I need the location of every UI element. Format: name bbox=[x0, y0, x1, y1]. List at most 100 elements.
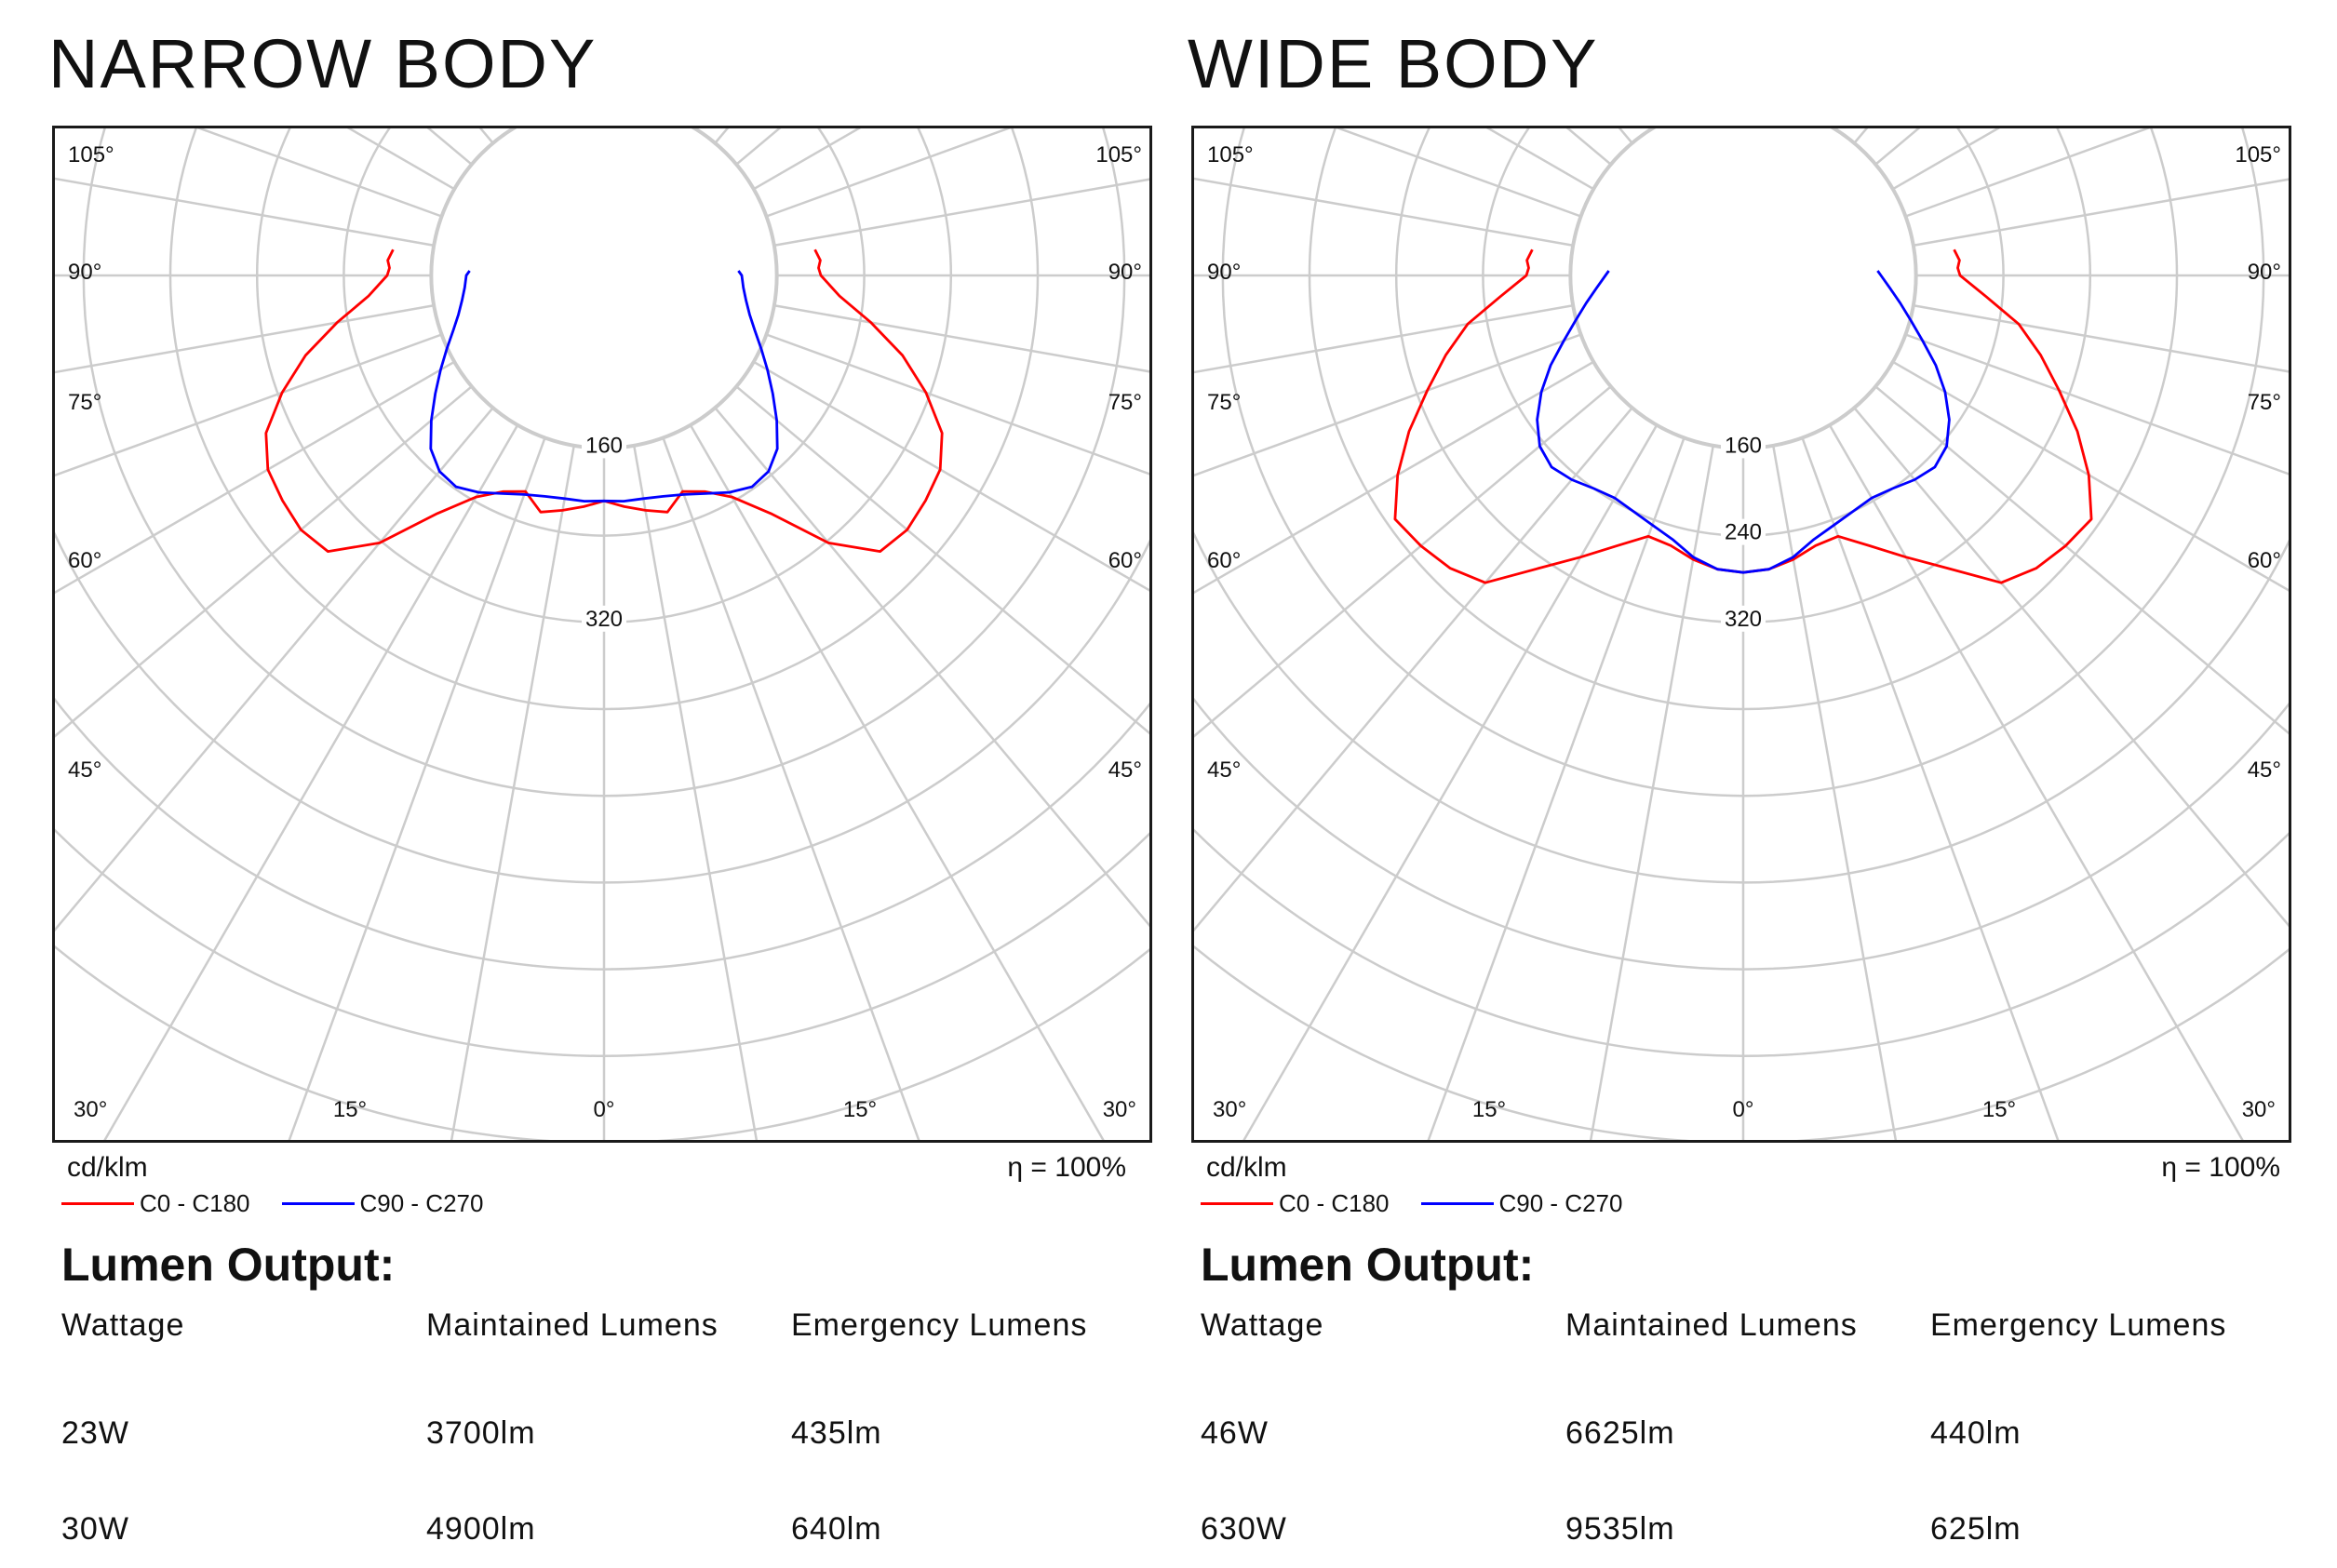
legend: C0 - C180 C90 - C270 bbox=[1201, 1189, 1641, 1218]
angle-label: 45° bbox=[68, 757, 101, 783]
angle-label: 75° bbox=[1108, 390, 1142, 415]
ring-label: 320 bbox=[585, 607, 623, 632]
legend-swatch-blue bbox=[1420, 1202, 1494, 1205]
grid-spoke bbox=[690, 424, 1105, 1140]
angle-label: 0° bbox=[1733, 1097, 1754, 1122]
table-row: 23W 3700lm 435lm bbox=[61, 1356, 1126, 1452]
polar-chart: 160 320 105° 105° 90° 90° 75° 75° 60° 60° 45° 45° 30… bbox=[55, 128, 1149, 1140]
grid-spoke bbox=[1914, 178, 2289, 247]
grid-spoke bbox=[1427, 437, 1686, 1140]
angle-label: 75° bbox=[2248, 390, 2281, 415]
grid-spoke bbox=[1801, 437, 2060, 1140]
lumen-output-heading: Lumen Output: bbox=[61, 1239, 396, 1291]
column-header: Maintained Lumens bbox=[1565, 1307, 1858, 1343]
angle-label: 60° bbox=[2248, 548, 2281, 573]
ring-label-bg bbox=[1721, 518, 1766, 545]
wide-body-panel: WIDE BODY 160 240 320 105° 105° 90° 90° 75° 75° 6… bbox=[1145, 0, 2291, 1568]
table-cell: 640lm bbox=[791, 1511, 882, 1547]
grid-spoke bbox=[55, 361, 455, 595]
angle-label: 105° bbox=[1095, 142, 1142, 168]
grid-spoke bbox=[1829, 424, 2244, 1140]
grid-spoke bbox=[1892, 128, 2001, 190]
ring-label-bg bbox=[1721, 432, 1766, 459]
table-cell: 9535lm bbox=[1565, 1511, 1675, 1547]
grid-spoke bbox=[633, 446, 759, 1140]
grid-spoke bbox=[55, 407, 494, 932]
angle-label: 105° bbox=[2235, 142, 2281, 168]
table-cell: 46W bbox=[1201, 1415, 1269, 1451]
table-cell: 3700lm bbox=[426, 1415, 536, 1451]
table-row: 30W 4900lm 640lm bbox=[61, 1452, 1126, 1548]
ring-label: 240 bbox=[1725, 520, 1762, 545]
table-cell: 630W bbox=[1201, 1511, 1287, 1547]
grid-spoke bbox=[346, 128, 455, 190]
polar-plot-frame: 160 240 320 105° 105° 90° 90° 75° 75° 60° 60° 45° 45… bbox=[1191, 126, 2291, 1143]
column-header: Emergency Lumens bbox=[1930, 1307, 2227, 1343]
panel-title: WIDE BODY bbox=[1188, 25, 1599, 102]
grid-spoke bbox=[735, 128, 782, 166]
legend-item-c90: C90 - C270 bbox=[281, 1189, 484, 1218]
table-header-row: Wattage Maintained Lumens Emergency Lume… bbox=[61, 1307, 1126, 1356]
legend-label: C90 - C270 bbox=[1498, 1189, 1623, 1217]
grid-spoke bbox=[774, 178, 1149, 247]
ring-label: 160 bbox=[585, 433, 623, 458]
angle-label: 15° bbox=[843, 1097, 877, 1122]
grid-spoke bbox=[1194, 407, 1633, 932]
series-line-c90-c270 bbox=[429, 270, 779, 503]
grid-spoke bbox=[1242, 424, 1658, 1140]
polar-plot-frame: 160 320 105° 105° 90° 90° 75° 75° 60° 60° 45° 45° 30… bbox=[52, 126, 1152, 1143]
grid-spoke bbox=[55, 333, 442, 477]
unit-label: cd/klm bbox=[1206, 1152, 1287, 1183]
legend-item-c0: C0 - C180 bbox=[61, 1189, 250, 1218]
angle-label: 90° bbox=[68, 260, 101, 285]
legend-label: C90 - C270 bbox=[359, 1189, 484, 1217]
table-cell: 4900lm bbox=[426, 1511, 536, 1547]
grid-center-disc bbox=[430, 128, 778, 449]
angle-label: 45° bbox=[2248, 757, 2281, 783]
angle-label: 45° bbox=[1108, 757, 1142, 783]
angle-label: 75° bbox=[68, 390, 101, 415]
grid-spoke bbox=[1874, 385, 2289, 735]
table-row: 46W 6625lm 440lm bbox=[1201, 1356, 2265, 1452]
grid-spoke bbox=[55, 177, 434, 247]
column-header: Wattage bbox=[1201, 1307, 1324, 1343]
lumen-table: Wattage Maintained Lumens Emergency Lume… bbox=[61, 1307, 1126, 1548]
angle-label: 90° bbox=[2248, 260, 2281, 285]
angle-label: 105° bbox=[1207, 142, 1254, 168]
column-header: Wattage bbox=[61, 1307, 185, 1343]
grid-spoke bbox=[450, 446, 575, 1140]
table-cell: 6625lm bbox=[1565, 1415, 1675, 1451]
ring-label: 320 bbox=[1725, 607, 1762, 632]
grid-spoke bbox=[1905, 333, 2289, 476]
legend-item-c0: C0 - C180 bbox=[1201, 1189, 1390, 1218]
grid-spoke bbox=[1194, 304, 1573, 374]
polar-chart: 160 240 320 105° 105° 90° 90° 75° 75° 60° 60° 45° 45… bbox=[1194, 128, 2289, 1140]
grid-spoke bbox=[662, 437, 920, 1140]
angle-label: 105° bbox=[68, 142, 114, 168]
angle-label: 60° bbox=[1108, 548, 1142, 573]
angle-label: 90° bbox=[1108, 260, 1142, 285]
grid-spoke bbox=[1892, 361, 2289, 592]
grid-spoke bbox=[766, 333, 1149, 476]
grid-spoke bbox=[1565, 128, 1612, 166]
angle-label: 60° bbox=[1207, 548, 1241, 573]
grid-spoke bbox=[1194, 333, 1581, 477]
angle-label: 60° bbox=[68, 548, 101, 573]
grid-spoke bbox=[196, 128, 442, 218]
grid-spoke bbox=[55, 385, 473, 738]
grid-spoke bbox=[1905, 128, 2151, 218]
legend-swatch-blue bbox=[281, 1202, 355, 1205]
angle-label: 90° bbox=[1207, 260, 1241, 285]
legend-label: C0 - C180 bbox=[140, 1189, 250, 1217]
angle-label: 45° bbox=[1207, 757, 1241, 783]
angle-label: 15° bbox=[1982, 1097, 2016, 1122]
grid-spoke bbox=[1618, 128, 1633, 144]
grid-spoke bbox=[766, 128, 1012, 218]
table-cell: 23W bbox=[61, 1415, 129, 1451]
grid-spoke bbox=[714, 128, 730, 144]
grid-spoke bbox=[1485, 128, 1594, 190]
grid-spoke bbox=[714, 407, 1149, 928]
narrow-body-panel: NARROW BODY 160 320 105° 105° 90° 90° 75° 75° 60… bbox=[0, 0, 1152, 1568]
legend-item-c90: C90 - C270 bbox=[1420, 1189, 1623, 1218]
grid-spoke bbox=[1853, 128, 1869, 144]
